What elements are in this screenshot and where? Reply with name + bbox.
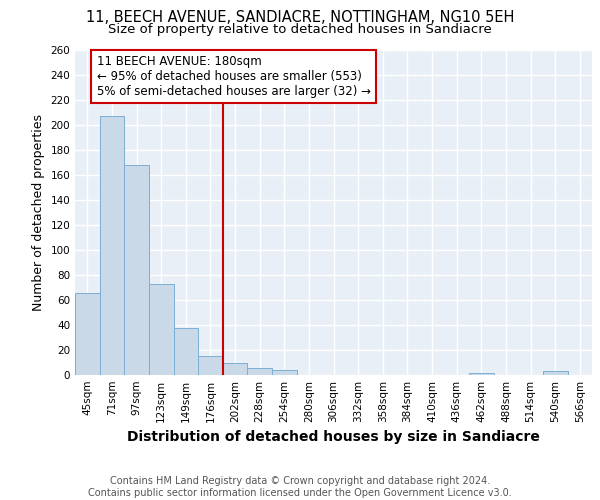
Text: Contains HM Land Registry data © Crown copyright and database right 2024.
Contai: Contains HM Land Registry data © Crown c… xyxy=(88,476,512,498)
Bar xyxy=(469,372,494,375)
Text: 11 BEECH AVENUE: 180sqm
← 95% of detached houses are smaller (553)
5% of semi-de: 11 BEECH AVENUE: 180sqm ← 95% of detache… xyxy=(97,55,371,98)
Bar xyxy=(247,368,272,375)
Bar xyxy=(149,284,173,375)
Text: Size of property relative to detached houses in Sandiacre: Size of property relative to detached ho… xyxy=(108,22,492,36)
Bar xyxy=(124,165,149,375)
Text: 11, BEECH AVENUE, SANDIACRE, NOTTINGHAM, NG10 5EH: 11, BEECH AVENUE, SANDIACRE, NOTTINGHAM,… xyxy=(86,10,514,25)
Bar xyxy=(543,371,568,375)
Bar xyxy=(75,292,100,375)
Bar xyxy=(223,362,247,375)
Bar xyxy=(173,328,198,375)
Bar xyxy=(100,116,124,375)
X-axis label: Distribution of detached houses by size in Sandiacre: Distribution of detached houses by size … xyxy=(127,430,540,444)
Y-axis label: Number of detached properties: Number of detached properties xyxy=(32,114,45,311)
Bar xyxy=(272,370,296,375)
Bar xyxy=(198,356,223,375)
